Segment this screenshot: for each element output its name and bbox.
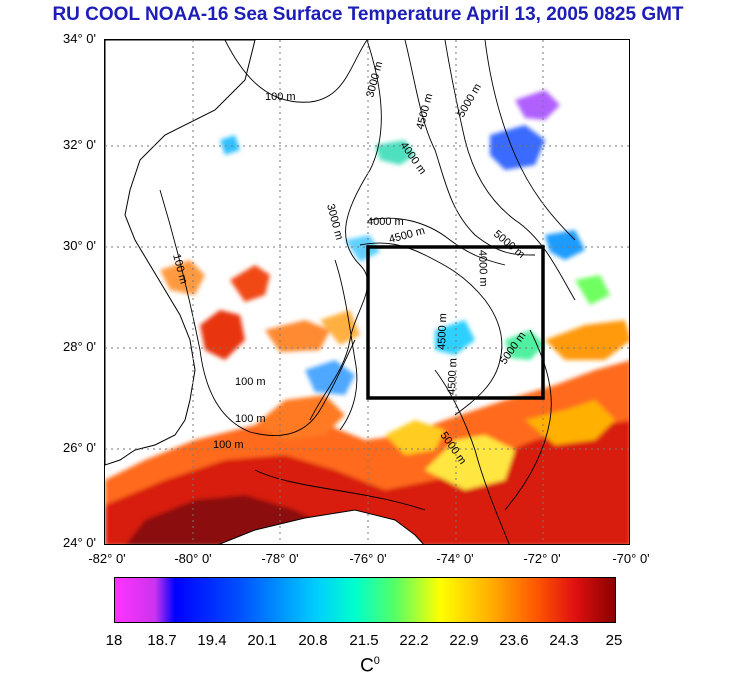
cuba-land: [218, 509, 424, 544]
colorbar-tick: 24.3: [549, 632, 579, 649]
lon-label: -70° 0': [612, 551, 650, 566]
lon-label: -76° 0': [349, 551, 387, 566]
sst-warm-band: [105, 320, 629, 544]
colorbar-tick: 20.8: [298, 632, 328, 649]
lat-label: 26° 0': [63, 440, 96, 455]
lat-label: 24° 0': [63, 535, 96, 550]
colorbar-tick: 21.5: [349, 632, 379, 649]
map-title: RU COOL NOAA-16 Sea Surface Temperature …: [52, 4, 684, 25]
lat-label: 34° 0': [63, 31, 96, 46]
colorbar-tick: 22.9: [449, 632, 479, 649]
contour-label: 4500 m: [414, 92, 435, 131]
unit-letter: C: [360, 655, 374, 677]
unit-superscript: 0: [373, 655, 380, 667]
sst-map: 100 m 3000 m 4500 m 5000 m 4000 m 4000 m…: [105, 40, 629, 544]
sst-map-panel: 100 m 3000 m 4500 m 5000 m 4000 m 4000 m…: [104, 39, 630, 545]
contour-label: 4000 m: [367, 216, 404, 228]
sst-scattered-patches: [155, 90, 610, 405]
contour-label: 100 m: [213, 439, 244, 451]
contour-label: 5000 m: [491, 228, 527, 261]
colorbar-tick: 18: [105, 632, 123, 649]
lon-label: -80° 0': [174, 551, 212, 566]
colorbar-tick: 22.2: [399, 632, 429, 649]
contour-label: 100 m: [235, 413, 266, 425]
lat-label: 32° 0': [63, 137, 96, 152]
contour-labels: 100 m 3000 m 4500 m 5000 m 4000 m 4000 m…: [170, 60, 528, 467]
colorbar-tick: 23.6: [499, 632, 529, 649]
colorbar-unit: C0: [340, 655, 400, 677]
contour-label: 100 m: [235, 376, 266, 388]
contour-label: 3000 m: [364, 60, 385, 99]
lon-label: -82° 0': [88, 551, 126, 566]
contour-label: 4500 m: [436, 313, 449, 350]
lat-label: 30° 0': [63, 238, 96, 253]
colorbar-tick: 25: [605, 632, 623, 649]
contour-label: 100 m: [265, 91, 296, 103]
lat-label: 28° 0': [63, 339, 96, 354]
colorbar-tick: 20.1: [247, 632, 277, 649]
temperature-colorbar: [114, 577, 616, 623]
contour-label: 4500 m: [446, 358, 459, 395]
lon-label: -72° 0': [523, 551, 561, 566]
colorbar-tick: 19.4: [197, 632, 227, 649]
lon-label: -78° 0': [261, 551, 299, 566]
contour-label: 4000 m: [476, 250, 489, 287]
study-box: [366, 245, 545, 400]
contour-label: 5000 m: [455, 82, 484, 120]
lon-label: -74° 0': [436, 551, 474, 566]
contour-label: 3000 m: [324, 203, 345, 242]
colorbar-tick: 18.7: [147, 632, 177, 649]
